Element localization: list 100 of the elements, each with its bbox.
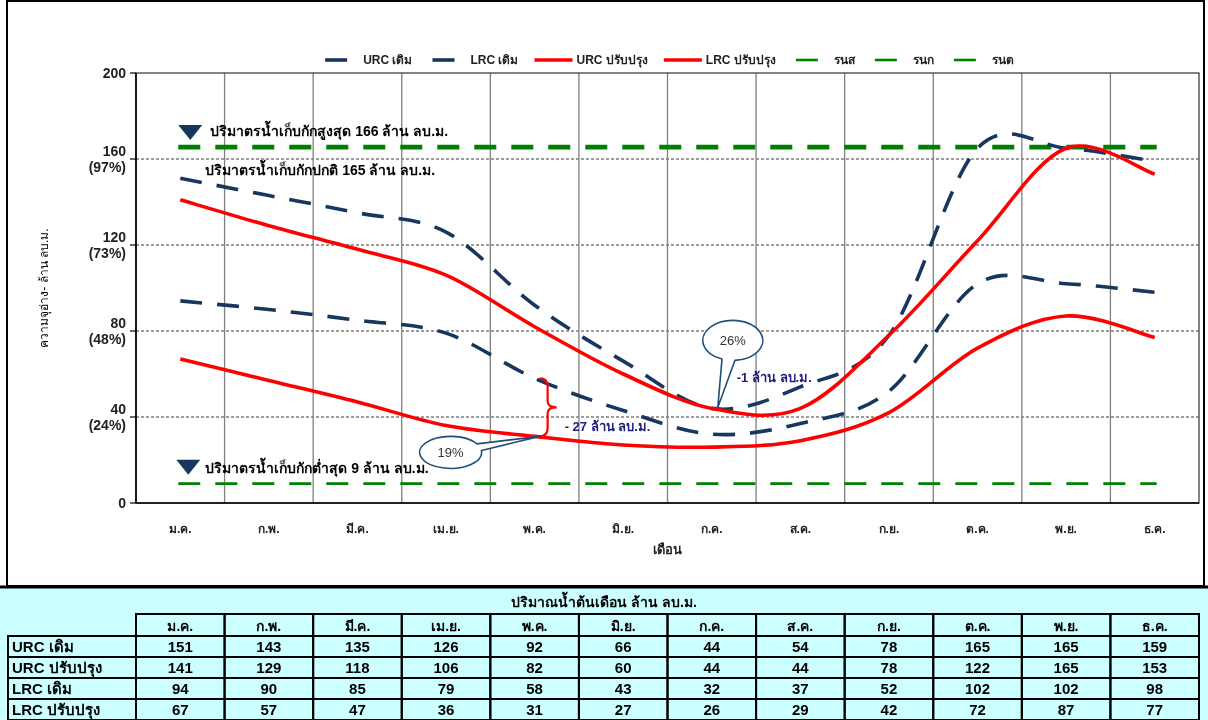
x-tick-label: ก.ย. — [878, 522, 900, 536]
table-cell: 79 — [437, 680, 455, 697]
table-cell: 47 — [349, 701, 366, 718]
table-cell: 43 — [614, 680, 632, 697]
table-column-header: เม.ย. — [431, 618, 461, 634]
table-cell: 85 — [349, 680, 366, 697]
annotation: ปริมาตรน้ำเก็บกักสูงสุด 166 ล้าน ลบ.ม. — [210, 120, 449, 141]
table-cell: 77 — [1146, 701, 1164, 718]
table-column-header: ก.ย. — [877, 618, 901, 634]
table-column-header: ม.ค. — [167, 618, 194, 634]
table-cell: 143 — [256, 638, 282, 655]
table-cell: 58 — [526, 680, 543, 697]
table-cell: 165 — [1053, 638, 1079, 655]
table-cell: 29 — [792, 701, 809, 718]
x-axis-title: เดือน — [653, 542, 682, 557]
y-tick-label: 40 (24%) — [88, 400, 127, 434]
table-cell: 44 — [703, 659, 721, 676]
legend-label: LRC เดิม — [470, 53, 519, 67]
table-cell: 118 — [345, 659, 370, 676]
table-cell: 102 — [1053, 680, 1079, 697]
table-cell: 37 — [792, 680, 809, 697]
table-cell: 54 — [792, 638, 809, 655]
table-cell: 82 — [526, 659, 543, 676]
table-cell: 78 — [880, 659, 898, 676]
table-column-header: มี.ค. — [344, 618, 371, 634]
x-tick-label: ส.ค. — [789, 522, 812, 536]
x-tick-label: พ.ค. — [523, 522, 546, 536]
annotation: - 27 ล้าน ลบ.ม. — [564, 419, 651, 435]
x-tick-label: มี.ค. — [346, 522, 369, 536]
table-column-header: ก.ค. — [699, 618, 725, 634]
table-cell: 67 — [171, 701, 189, 718]
table-cell: 92 — [526, 638, 543, 655]
table-cell: 98 — [1146, 680, 1164, 697]
x-tick-label: ก.ค. — [700, 522, 723, 536]
table-cell: 106 — [433, 659, 459, 676]
table-cell: 60 — [614, 659, 632, 676]
table-cell: 129 — [256, 659, 282, 676]
y-tick-label: 120 (73%) — [88, 228, 127, 262]
annotation: -1 ล้าน ลบ.ม. — [736, 370, 812, 386]
table-cell: 126 — [433, 638, 459, 655]
x-tick-label: ก.พ. — [258, 522, 280, 536]
table-cell: 87 — [1057, 701, 1075, 718]
x-tick-label: เม.ย. — [433, 522, 459, 536]
annotation: ปริมาตรน้ำเก็บกักปกติ 165 ล้าน ลบ.ม. — [205, 159, 436, 179]
x-tick-label: ต.ค. — [966, 522, 989, 536]
table-cell: 102 — [965, 680, 991, 697]
table-cell: 27 — [614, 701, 632, 718]
table-column-header: ส.ค. — [787, 618, 814, 634]
table-cell: 32 — [703, 680, 721, 697]
table-cell: 72 — [969, 701, 986, 718]
y-tick-label: 0 — [118, 495, 127, 511]
annotation: 19% — [437, 445, 465, 461]
x-tick-label: ม.ค. — [168, 522, 192, 536]
table-cell: 66 — [614, 638, 632, 655]
table-row-header: LRC เดิม — [12, 680, 72, 697]
table-column-header: ธ.ค. — [1141, 618, 1168, 634]
table-row-header: URC ปรับปรุง — [12, 659, 102, 676]
table-cell: 153 — [1142, 659, 1168, 676]
y-tick-label: 200 — [102, 65, 127, 81]
legend-label: LRC ปรับปรุง — [705, 53, 776, 68]
table-cell: 26 — [703, 701, 721, 718]
table-cell: 141 — [167, 659, 193, 676]
table-row-header: URC เดิม — [12, 638, 74, 655]
x-tick-label: พ.ย. — [1055, 522, 1077, 536]
table-cell: 94 — [171, 680, 189, 697]
table-cell: 151 — [167, 638, 193, 655]
table-cell: 42 — [880, 701, 898, 718]
table-cell: 57 — [260, 701, 278, 718]
table-cell: 44 — [792, 659, 809, 676]
table-column-header: พ.ย. — [1053, 618, 1079, 634]
y-tick-label: 80 (48%) — [88, 314, 127, 348]
table-column-header: พ.ค. — [521, 618, 548, 634]
table-row-header: LRC ปรับปรุง — [12, 701, 100, 718]
table-cell: 78 — [880, 638, 898, 655]
annotation: 26% — [719, 333, 747, 349]
legend-label: รนต — [991, 53, 1014, 67]
legend-label: รนก — [912, 53, 934, 67]
table-cell: 165 — [1053, 659, 1079, 676]
y-axis-title: ความจุอ่าง- ล้าน ลบ.ม. — [37, 228, 52, 348]
x-tick-label: มิ.ย. — [612, 522, 635, 536]
table-cell: 36 — [437, 701, 455, 718]
legend-label: URC เดิม — [363, 53, 413, 67]
table-cell: 90 — [260, 680, 278, 697]
text: ปริมาณน้ำต้นเดือน ล้าน ลบ.ม. — [511, 591, 697, 610]
table-cell: 159 — [1142, 638, 1168, 655]
table-column-header: มิ.ย. — [610, 618, 636, 634]
line-series — [178, 314, 1157, 450]
table-cell: 165 — [965, 638, 991, 655]
table-cell: 31 — [526, 701, 543, 718]
table-column-header: ต.ค. — [964, 618, 991, 634]
x-tick-label: ธ.ค. — [1143, 522, 1166, 536]
table-cell: 122 — [965, 659, 991, 676]
table-cell: 52 — [880, 680, 898, 697]
legend-label: รนส — [833, 53, 856, 67]
table-cell: 44 — [703, 638, 721, 655]
annotation: ปริมาตรน้ำเก็บกักต่ำสุด 9 ล้าน ลบ.ม. — [205, 456, 429, 477]
legend-label: URC ปรับปรุง — [576, 53, 648, 68]
table-column-header: ก.พ. — [256, 618, 282, 634]
table-cell: 135 — [344, 638, 370, 655]
y-tick-label: 160 (97%) — [88, 142, 127, 176]
